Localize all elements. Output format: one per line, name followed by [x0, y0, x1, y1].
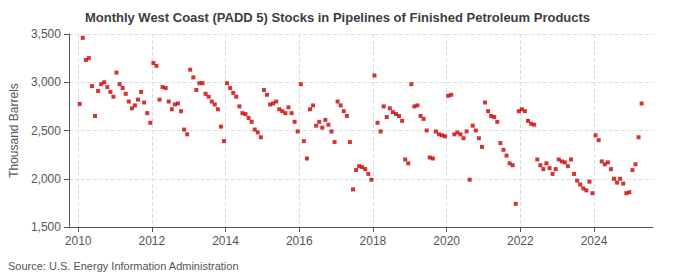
svg-text:2010: 2010	[65, 234, 92, 248]
svg-text:3,000: 3,000	[31, 75, 61, 89]
svg-text:2018: 2018	[360, 234, 387, 248]
svg-text:Monthly West Coast (PADD 5) St: Monthly West Coast (PADD 5) Stocks in Pi…	[85, 10, 590, 25]
svg-text:2022: 2022	[507, 234, 534, 248]
svg-text:2014: 2014	[212, 234, 239, 248]
svg-text:3,500: 3,500	[31, 27, 61, 41]
svg-text:Source: U.S. Energy Informatio: Source: U.S. Energy Information Administ…	[8, 260, 239, 272]
svg-text:2,500: 2,500	[31, 124, 61, 138]
svg-text:2,000: 2,000	[31, 172, 61, 186]
svg-text:2020: 2020	[433, 234, 460, 248]
svg-text:1,500: 1,500	[31, 220, 61, 234]
svg-text:2012: 2012	[138, 234, 165, 248]
svg-text:Thousand Barrels: Thousand Barrels	[7, 83, 21, 178]
svg-text:2024: 2024	[581, 234, 608, 248]
svg-text:2016: 2016	[286, 234, 313, 248]
